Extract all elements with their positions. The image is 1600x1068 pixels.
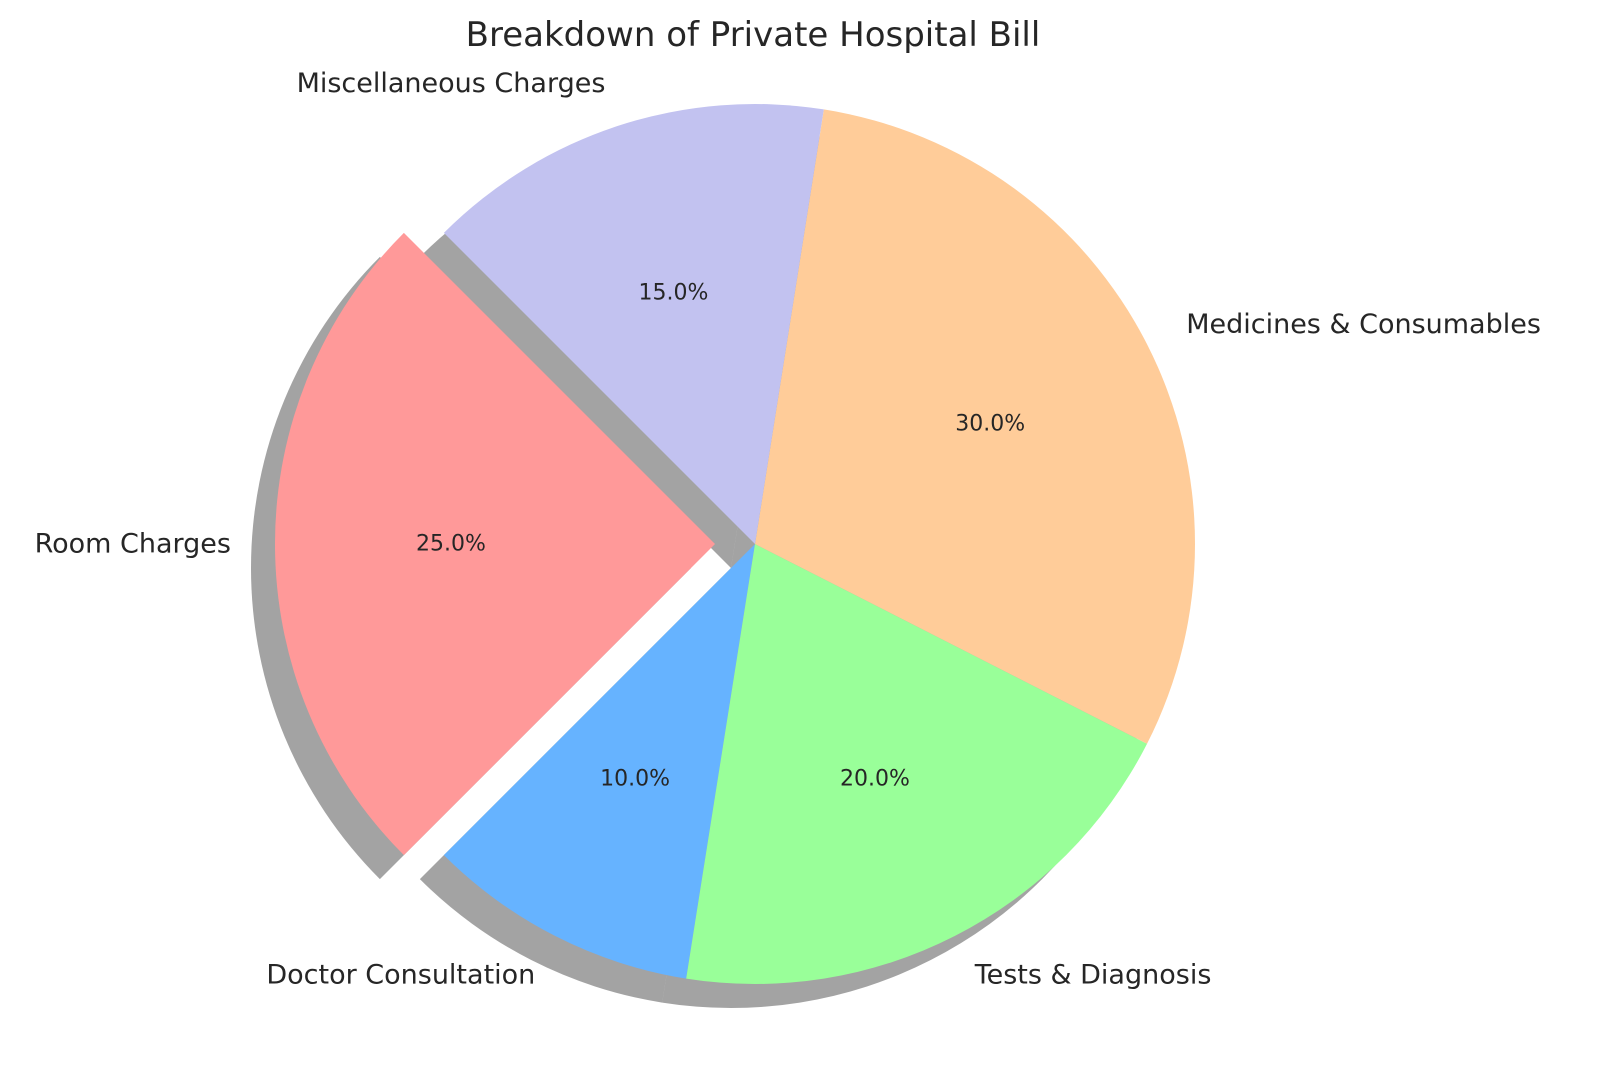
pie-slices [274,104,1195,984]
slice-doctor-consultation [443,544,755,979]
slice-medicines-and-consumables [755,109,1195,744]
pct-label-medicines-and-consumables: 30.0% [955,412,1025,437]
slice-miscellaneous-charges [443,104,824,544]
slice-tests-and-diagnosis [686,544,1148,984]
category-label-room-charges: Room Charges [35,529,231,560]
pct-label-tests-and-diagnosis: 20.0% [840,767,910,792]
category-label-doctor-consultation: Doctor Consultation [266,960,535,991]
chart-title: Breakdown of Private Hospital Bill [466,15,1041,55]
pct-label-room-charges: 25.0% [416,532,486,557]
pct-label-doctor-consultation: 10.0% [600,767,670,792]
category-label-tests-and-diagnosis: Tests & Diagnosis [974,960,1212,991]
category-label-miscellaneous-charges: Miscellaneous Charges [297,68,606,99]
category-label-medicines-and-consumables: Medicines & Consumables [1186,309,1541,340]
slice-room-charges [274,232,715,856]
pct-label-miscellaneous-charges: 15.0% [638,280,708,305]
slice-labels: 25.0% Room Charges 10.0% Doctor Consultatio… [35,68,1541,991]
